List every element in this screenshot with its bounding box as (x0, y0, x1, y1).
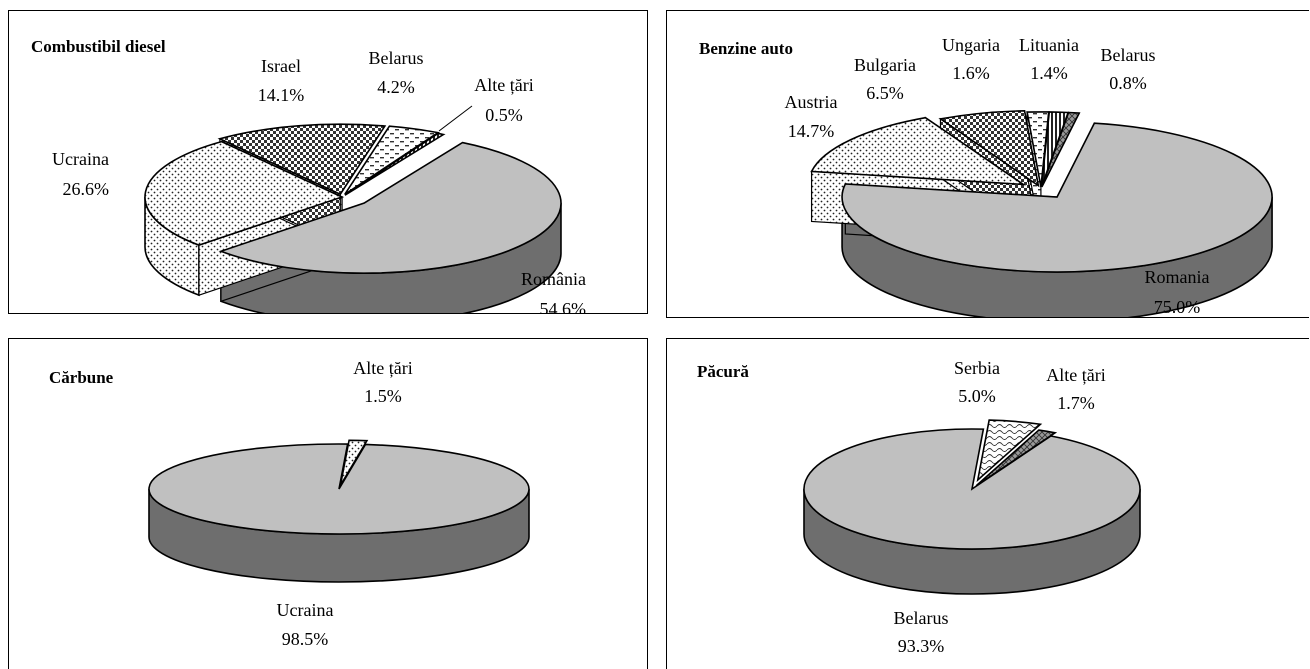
chart-title: Combustibil diesel (31, 37, 166, 56)
slice-name-label: Austria (785, 92, 838, 112)
slice-name-label: Belarus (894, 608, 949, 628)
pie-slice-ucraina (148, 443, 530, 535)
slice-value-label: 1.4% (1030, 63, 1068, 83)
pie-slice-israel (217, 123, 387, 196)
slice-value-label: 0.5% (485, 105, 523, 125)
pie-slice-alte-țări (344, 132, 446, 196)
slice-value-label: 6.5% (866, 83, 904, 103)
chart-panel-benzine: Benzine auto Romania 75.0% Austria 14.7% Bul… (666, 10, 1309, 318)
slice-name-label: Alte țări (474, 75, 533, 95)
slice-value-label: 0.8% (1109, 73, 1147, 93)
pie-slice-romania (841, 122, 1273, 273)
pie-slice-ucraina (144, 140, 345, 246)
pie-slice-belarus (803, 428, 1141, 550)
pie-chart-benzine: Benzine auto Romania 75.0% Austria 14.7% Bul… (699, 35, 1273, 317)
slice-name-label: Ucraina (52, 149, 109, 169)
pie-chart-carbune: Cărbune Ucraina 98.5% Alte țări 1.5% (49, 358, 530, 649)
slice-value-label: 14.7% (788, 121, 835, 141)
chart-panel-carbune: Cărbune Ucraina 98.5% Alte țări 1.5% (8, 338, 648, 669)
slice-name-label: România (521, 269, 586, 289)
leader-line (438, 105, 473, 132)
slice-value-label: 1.7% (1057, 393, 1095, 413)
slice-value-label: 1.6% (952, 63, 990, 83)
slice-value-label: 75.0% (1154, 297, 1201, 317)
slice-name-label: Romania (1145, 267, 1210, 287)
slice-value-label: 26.6% (63, 179, 110, 199)
slice-value-label: 4.2% (377, 77, 415, 97)
slice-name-label: Lituania (1019, 35, 1079, 55)
slice-value-label: 5.0% (958, 386, 996, 406)
pie-chart-pacura: Păcură Belarus 93.3% Serbia 5.0% Alte țări 1.… (697, 358, 1141, 656)
slice-name-label: Ungaria (942, 35, 1000, 55)
slice-value-label: 98.5% (282, 629, 329, 649)
pie-slice-alte-țări (339, 439, 369, 486)
slice-value-label: 93.3% (898, 636, 945, 656)
slice-value-label: 54.6% (540, 299, 587, 314)
slice-name-label: Ucraina (277, 600, 334, 620)
slice-name-label: Serbia (954, 358, 1000, 378)
pie-slice-serbia (976, 419, 1043, 483)
chart-panel-diesel: Combustibil diesel România 54.6% Ucraina 26… (8, 10, 648, 314)
chart-title: Cărbune (49, 368, 114, 387)
chart-title: Păcură (697, 362, 749, 381)
chart-panel-pacura: Păcură Belarus 93.3% Serbia 5.0% Alte țări 1.… (666, 338, 1309, 669)
pie-chart-diesel: Combustibil diesel România 54.6% Ucraina 26… (31, 37, 587, 314)
slice-value-label: 1.5% (364, 386, 402, 406)
slice-name-label: Belarus (369, 48, 424, 68)
pie-slice-alte-țări (975, 429, 1058, 487)
slice-name-label: Belarus (1101, 45, 1156, 65)
slice-name-label: Alte țări (1046, 365, 1105, 385)
slice-name-label: Israel (261, 56, 301, 76)
pie-slice-românia (218, 141, 562, 274)
slice-name-label: Alte țări (353, 358, 412, 378)
slice-name-label: Bulgaria (854, 55, 916, 75)
pie-slice-bulgaria (938, 109, 1040, 188)
slice-value-label: 14.1% (258, 85, 305, 105)
pie-slice-belarus (1041, 111, 1081, 188)
chart-title: Benzine auto (699, 39, 793, 58)
pie-slice-austria (810, 116, 1027, 186)
